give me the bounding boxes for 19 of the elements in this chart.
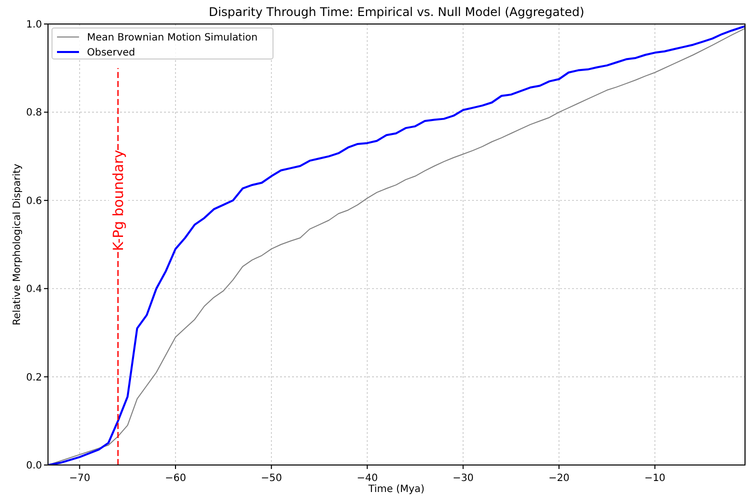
legend-label: Observed bbox=[87, 48, 136, 58]
x-axis-title: Time (Mya) bbox=[367, 484, 425, 495]
y-tick-label: 0.2 bbox=[26, 372, 42, 384]
x-tick-label: −60 bbox=[164, 473, 186, 484]
x-tick-label: −70 bbox=[69, 473, 90, 484]
y-tick-label: 0.8 bbox=[26, 108, 42, 119]
y-axis-title: Relative Morphological Disparity bbox=[12, 164, 23, 326]
x-tick-label: −50 bbox=[260, 473, 282, 484]
y-tick-label: 0.6 bbox=[26, 196, 42, 207]
legend-label: Mean Brownian Motion Simulation bbox=[87, 32, 258, 44]
y-tick-label: 1.0 bbox=[26, 20, 42, 30]
ref-line-label: K-Pg boundary bbox=[110, 150, 127, 252]
x-tick-label: −40 bbox=[356, 473, 378, 484]
x-tick-label: −10 bbox=[644, 473, 666, 484]
chart-title: Disparity Through Time: Empirical vs. Null Model (Aggregated) bbox=[208, 5, 584, 19]
x-tick-label: −30 bbox=[452, 473, 474, 484]
x-tick-label: −20 bbox=[548, 473, 570, 484]
y-tick-label: 0.0 bbox=[26, 460, 42, 472]
y-tick-label: 0.4 bbox=[26, 284, 42, 296]
